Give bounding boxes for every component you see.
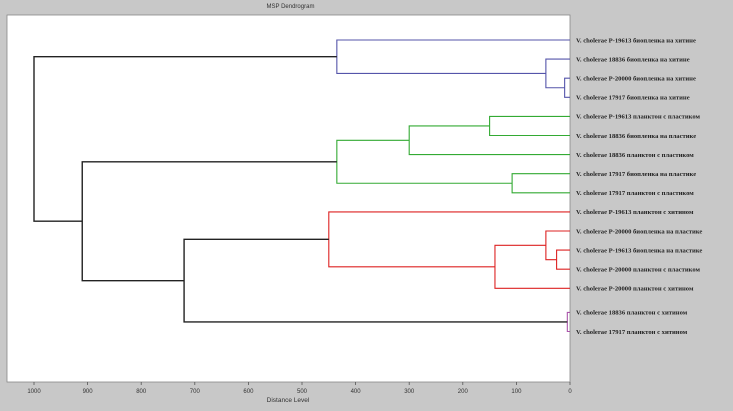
leaf-label: V. cholerae 18836 планктон с хитином — [576, 310, 688, 317]
leaf-label: V. cholerae P-19613 биопленка на пластик… — [576, 247, 702, 254]
chart-title: MSP Dendrogram — [266, 4, 315, 10]
x-tick-label: 800 — [136, 389, 147, 395]
leaf-label: V. cholerae 17917 планктон с пластиком — [576, 190, 694, 197]
x-tick-label: 600 — [243, 389, 254, 395]
x-axis-label: Distance Level — [267, 397, 310, 404]
x-tick-label: 200 — [458, 389, 469, 395]
x-axis: 1000 900 800 700 600 500 400 300 200 100 0 — [27, 382, 572, 395]
leaf-label: V. cholerae P-19613 планктон с пластиком — [576, 114, 701, 121]
x-tick-label: 500 — [297, 389, 308, 395]
x-tick-label: 100 — [511, 389, 522, 395]
plot-area — [6, 14, 571, 383]
leaf-label: V. cholerae 18836 биопленка на хитине — [576, 56, 690, 63]
x-tick-label: 1000 — [27, 389, 41, 395]
leaf-label: V. cholerae P-20000 планктон с хитином — [576, 286, 694, 293]
leaf-label: V. cholerae 18836 планктон с пластиком — [576, 152, 694, 159]
leaf-label: V. cholerae P-20000 планктон с пластиком — [576, 267, 701, 274]
leaf-label: V. cholerae P-20000 биопленка на хитине — [576, 76, 696, 83]
x-tick-label: 300 — [404, 389, 415, 395]
leaf-label: V. cholerae 17917 биопленка на пластике — [576, 171, 696, 178]
x-tick-label: 900 — [83, 389, 94, 395]
leaf-labels: V. cholerae P-19613 биопленка на хитине V… — [576, 37, 702, 336]
link-k3 — [33, 56, 337, 222]
leaf-label: V. cholerae P-19613 биопленка на хитине — [576, 37, 696, 44]
x-tick-label: 700 — [190, 389, 201, 395]
leaf-label: V. cholerae 17917 биопленка на хитине — [576, 95, 690, 102]
leaf-label: V. cholerae P-19613 планктон с хитином — [576, 209, 694, 216]
leaf-label: V. cholerae 18836 биопленка на пластике — [576, 133, 696, 140]
dendrogram-links — [33, 39, 570, 333]
x-tick-label: 0 — [568, 389, 572, 395]
leaf-label: V. cholerae P-20000 биопленка на пластик… — [576, 228, 702, 235]
x-tick-label: 400 — [351, 389, 362, 395]
leaf-label: V. cholerae 17917 планктон с хитином — [576, 329, 688, 336]
